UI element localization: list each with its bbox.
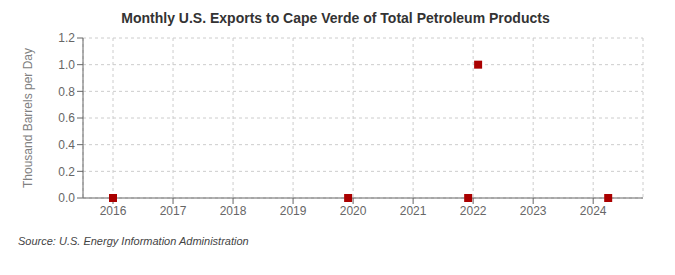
- svg-text:0.0: 0.0: [58, 191, 75, 205]
- svg-text:2023: 2023: [520, 204, 547, 218]
- svg-text:0.8: 0.8: [58, 85, 75, 99]
- svg-text:2018: 2018: [220, 204, 247, 218]
- svg-text:2019: 2019: [280, 204, 307, 218]
- html-text:Monthly U.S. Exports to Cape V: Monthly U.S. Exports to Cape Verde of To…: [121, 10, 550, 26]
- svg-text:0.6: 0.6: [58, 111, 75, 125]
- svg-text:2020: 2020: [340, 204, 367, 218]
- svg-text:0.4: 0.4: [58, 138, 75, 152]
- svg-text:2024: 2024: [580, 204, 607, 218]
- svg-text:2021: 2021: [400, 204, 427, 218]
- svg-text:2016: 2016: [100, 204, 127, 218]
- html-text:Source: U.S. Energy Informatio: Source: U.S. Energy Information Administ…: [18, 235, 249, 247]
- svg-text:Thousand Barrels per Day: Thousand Barrels per Day: [21, 48, 35, 188]
- svg-text:1.2: 1.2: [58, 31, 75, 45]
- svg-text:0.2: 0.2: [58, 165, 75, 179]
- svg-text:2022: 2022: [460, 204, 487, 218]
- svg-text:2017: 2017: [160, 204, 187, 218]
- svg-text:1.0: 1.0: [58, 58, 75, 72]
